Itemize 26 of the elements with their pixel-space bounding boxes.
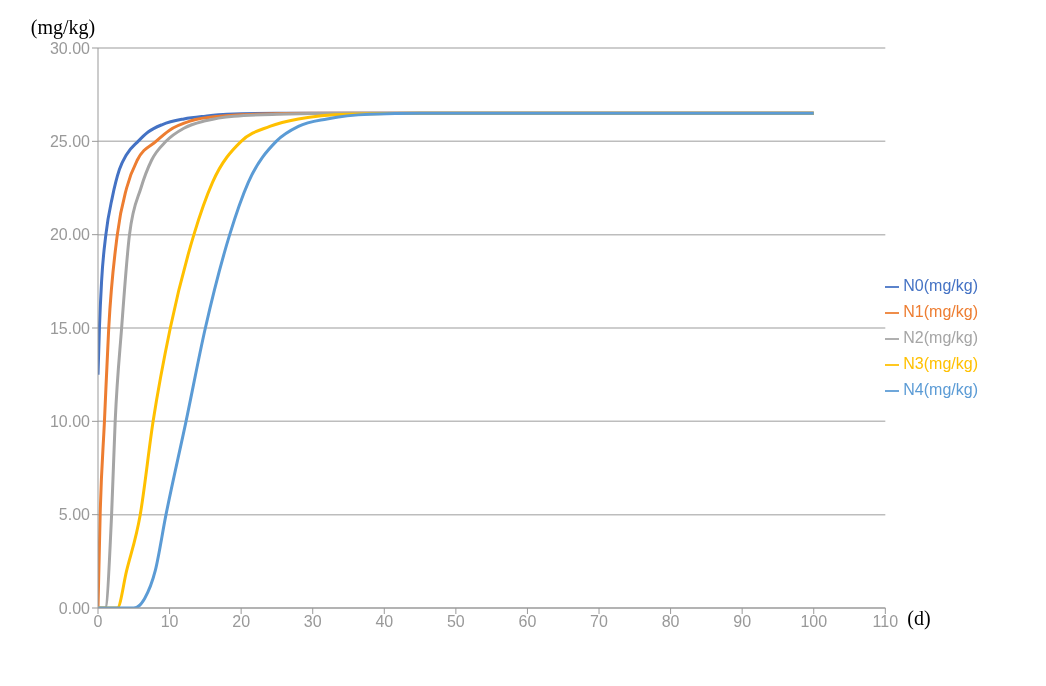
legend-label: N0(mg/kg)	[903, 277, 978, 294]
x-tick-label: 40	[375, 613, 394, 631]
x-tick-label: 30	[303, 613, 322, 631]
legend-label: N4(mg/kg)	[903, 381, 978, 398]
x-tick-label: 20	[232, 613, 251, 631]
y-axis-title: (mg/kg)	[30, 16, 96, 39]
x-tick-label: 0	[93, 613, 103, 631]
x-tick-label: 110	[872, 613, 899, 631]
y-tick-label: 0.00	[58, 599, 91, 617]
legend-label: N3(mg/kg)	[903, 355, 978, 372]
x-tick-label: 90	[733, 613, 752, 631]
x-axis-title: (d)	[907, 607, 931, 631]
y-tick-label: 10.00	[49, 413, 91, 431]
x-tick-label: 60	[518, 613, 537, 631]
y-tick-label: 25.00	[49, 133, 91, 151]
y-tick-label: 30.00	[49, 39, 91, 57]
x-tick-label: 70	[590, 613, 609, 631]
x-tick-label: 80	[661, 613, 680, 631]
y-tick-label: 15.00	[49, 319, 91, 337]
x-tick-label: 50	[446, 613, 465, 631]
x-tick-label: 100	[800, 613, 828, 631]
x-tick-label: 10	[160, 613, 179, 631]
y-tick-label: 5.00	[58, 506, 91, 524]
legend-label: N1(mg/kg)	[903, 303, 978, 320]
y-tick-label: 20.00	[49, 226, 91, 244]
legend-label: N2(mg/kg)	[903, 329, 978, 346]
